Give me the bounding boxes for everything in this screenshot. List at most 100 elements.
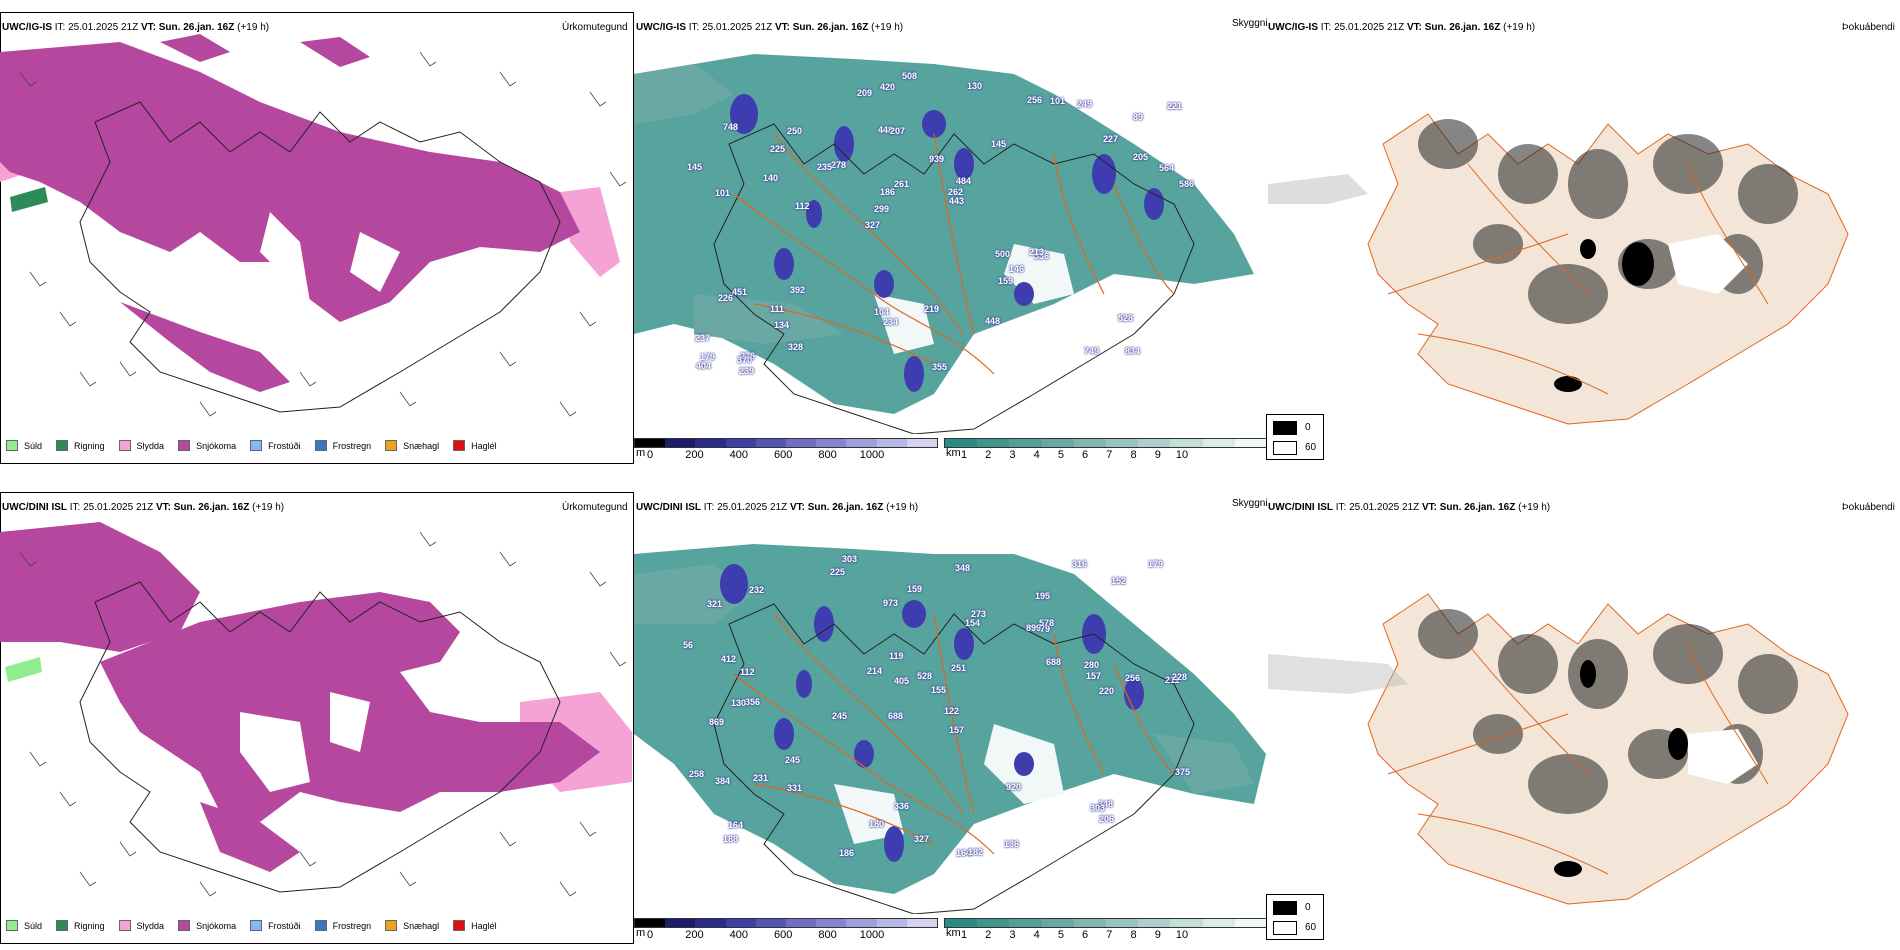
visibility-value-label: 834 bbox=[1125, 346, 1141, 356]
vt-label: VT: bbox=[155, 502, 171, 513]
colorbar-step bbox=[876, 919, 907, 927]
fog-key-dark-label: 0 bbox=[1305, 422, 1311, 433]
legend-swatch-sleet bbox=[118, 920, 131, 931]
header-row2-left: UWC/DINI ISL IT: 25.01.2025 21Z VT: Sun.… bbox=[2, 502, 284, 513]
cloud-visibility-panel-row1 bbox=[634, 34, 1266, 434]
visibility-value-label: 221 bbox=[1167, 101, 1183, 111]
tick-label: 10 bbox=[1175, 449, 1189, 461]
legend-item: Frostúði bbox=[250, 440, 301, 451]
it-value: 25.01.2025 21Z bbox=[717, 502, 788, 513]
it-label: IT: bbox=[54, 22, 66, 33]
visibility-value-label: 154 bbox=[965, 618, 981, 628]
tick-label: 200 bbox=[685, 449, 704, 461]
visibility-value-label: 392 bbox=[790, 285, 806, 295]
visibility-value-label: 152 bbox=[1111, 576, 1127, 586]
visibility-value-label: 249 bbox=[1077, 99, 1093, 109]
visibility-value-label: 348 bbox=[1098, 799, 1114, 809]
tick-label: 9 bbox=[1154, 929, 1161, 941]
visibility-value-label: 303 bbox=[842, 554, 858, 564]
visibility-value-label: 159 bbox=[907, 584, 923, 594]
tick-label: 3 bbox=[1009, 449, 1016, 461]
vt-value: Sun. 26.jan. 16Z bbox=[807, 502, 884, 513]
colorbar-step bbox=[786, 439, 817, 447]
colorbar-step bbox=[755, 439, 787, 447]
legend-item: Rigning bbox=[56, 920, 105, 931]
visibility-value-label: 321 bbox=[707, 599, 723, 609]
visibility-value-label: 219 bbox=[924, 304, 940, 314]
colorbar-step bbox=[1202, 439, 1235, 447]
vt-value: Sun. 26.jan. 16Z bbox=[1424, 22, 1501, 33]
it-label: IT: bbox=[1335, 502, 1347, 513]
visibility-value-label: 920 bbox=[1006, 782, 1022, 792]
visibility-value-label: 79 bbox=[1040, 624, 1051, 634]
visibility-value-label: 250 bbox=[787, 126, 803, 136]
visibility-value-label: 130 bbox=[967, 81, 983, 91]
colorbar-step bbox=[977, 919, 1010, 927]
visibility-value-label: 157 bbox=[1086, 671, 1102, 681]
legend-label: Snæhagl bbox=[403, 920, 440, 931]
visibility-value-label: 134 bbox=[774, 320, 790, 330]
visibility-value-label: 205 bbox=[1133, 152, 1149, 162]
legend-swatch-sleet bbox=[118, 440, 131, 451]
fog-key-light-swatch bbox=[1273, 441, 1297, 455]
model-name: UWC/DINI ISL bbox=[2, 502, 67, 513]
visibility-value-label: 122 bbox=[944, 706, 960, 716]
legend-label: Haglél bbox=[471, 440, 497, 451]
colorbar-step bbox=[876, 439, 907, 447]
cloud-base-colorbar bbox=[634, 918, 938, 928]
visibility-value-label: 225 bbox=[770, 144, 786, 154]
legend-item: Slydda bbox=[118, 920, 164, 931]
fog-indicator-panel-row1 bbox=[1268, 34, 1900, 434]
lead-time: (+19 h) bbox=[237, 22, 270, 33]
visibility-value-label: 226 bbox=[718, 293, 734, 303]
model-name: UWC/IG-IS bbox=[1268, 22, 1318, 33]
colorbar-step bbox=[1170, 919, 1203, 927]
visibility-value-label: 206 bbox=[1099, 814, 1115, 824]
it-label: IT: bbox=[688, 22, 700, 33]
header-row1-left: UWC/IG-IS IT: 25.01.2025 21Z VT: Sun. 26… bbox=[2, 22, 269, 33]
it-label: IT: bbox=[1320, 22, 1332, 33]
colorbar-step bbox=[846, 439, 877, 447]
visibility-value-label: 869 bbox=[709, 717, 725, 727]
it-label: IT: bbox=[69, 502, 81, 513]
tick-label: 6 bbox=[1082, 449, 1089, 461]
visibility-value-label: 261 bbox=[894, 179, 910, 189]
legend-item: Snæhagl bbox=[385, 440, 439, 451]
tick-label: 8 bbox=[1130, 449, 1137, 461]
legend-item: Frostregn bbox=[314, 440, 371, 451]
cloud-visibility-panel-row2 bbox=[634, 514, 1266, 914]
visibility-colorbar bbox=[944, 438, 1268, 448]
model-name: UWC/DINI ISL bbox=[1268, 502, 1333, 513]
visibility-value-label: 316 bbox=[1072, 559, 1088, 569]
visibility-value-label: 448 bbox=[985, 316, 1001, 326]
fog-title-row2: Þokuábendi bbox=[1842, 502, 1895, 513]
visibility-value-label: 336 bbox=[1034, 251, 1050, 261]
model-name: UWC/IG-IS bbox=[2, 22, 52, 33]
visibility-value-label: 256 bbox=[1125, 673, 1141, 683]
visibility-value-label: 225 bbox=[830, 567, 846, 577]
visibility-value-label: 130 bbox=[731, 698, 747, 708]
header-row1-right: UWC/IG-IS IT: 25.01.2025 21Z VT: Sun. 26… bbox=[1268, 22, 1535, 33]
fog-key-dark-swatch bbox=[1273, 421, 1297, 435]
precip-legend-row1: Súld Rigning Slydda Snjókoma Frostúði Fr… bbox=[6, 440, 511, 451]
cloud-base-ticks: 0 200 400 600 800 1000 bbox=[634, 448, 938, 462]
visibility-value-label: 180 bbox=[869, 819, 885, 829]
visibility-value-label: 258 bbox=[689, 769, 705, 779]
visibility-value-label: 159 bbox=[998, 276, 1014, 286]
legend-swatch-freezing-drizzle bbox=[250, 920, 263, 931]
legend-label: Snæhagl bbox=[403, 440, 440, 451]
precip-frame bbox=[0, 12, 634, 464]
visibility-value-label: 973 bbox=[883, 598, 899, 608]
legend-label: Súld bbox=[24, 920, 43, 931]
colorbar-step bbox=[695, 439, 726, 447]
colorbar-step bbox=[1041, 439, 1074, 447]
cloud-base-ticks: 0 200 400 600 800 1000 bbox=[634, 928, 938, 942]
legend-swatch-snow bbox=[178, 440, 191, 451]
visibility-value-label: 245 bbox=[785, 755, 801, 765]
visibility-value-label: 227 bbox=[1103, 134, 1119, 144]
visibility-value-label: 251 bbox=[951, 663, 967, 673]
fog-title-row1: Þokuábendi bbox=[1842, 22, 1895, 33]
tick-label: 600 bbox=[774, 449, 793, 461]
colorbar-step bbox=[1106, 439, 1139, 447]
visibility-value-label: 179 bbox=[1148, 559, 1164, 569]
